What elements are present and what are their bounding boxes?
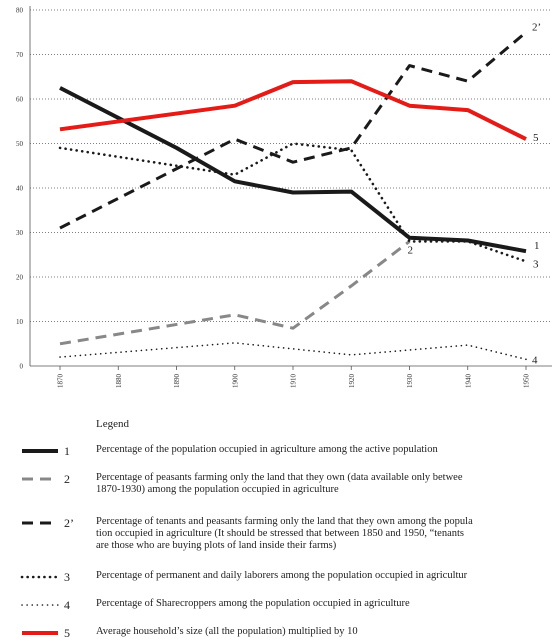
legend-text: Percentage of tenants and peasants farmi… — [96, 516, 473, 551]
legend-number: 2’ — [64, 516, 74, 530]
y-tick-label: 30 — [16, 229, 24, 237]
x-tick-label: 1900 — [231, 374, 239, 389]
series-line-2 — [59, 240, 411, 346]
legend-number: 1 — [64, 444, 70, 458]
line-chart: 0 10 20 30 40 50 60 70 80 1870 1880 1890 1900 1910 192… — [16, 6, 552, 388]
legend-number: 3 — [64, 570, 70, 584]
y-tick-label: 20 — [16, 274, 24, 282]
legend-symbol — [22, 449, 58, 453]
y-tick-label: 70 — [16, 51, 24, 59]
y-tick-label: 60 — [16, 96, 24, 104]
x-tick-label: 1890 — [173, 374, 181, 389]
series-end-label: 4 — [532, 354, 538, 366]
series-end-label: 3 — [533, 258, 539, 270]
series-end-label: 2’ — [532, 21, 541, 33]
legend-text: Percentage of Sharecroppers among the po… — [96, 598, 410, 609]
series-line-1 — [59, 86, 527, 254]
series-line-4 — [59, 342, 527, 361]
x-tick-label: 1880 — [115, 374, 123, 389]
x-tick-label: 1870 — [57, 374, 65, 389]
series-line-2p — [59, 31, 527, 230]
y-tick-label: 10 — [16, 318, 24, 326]
x-tick-label: 1930 — [406, 374, 414, 389]
legend-symbol — [22, 521, 58, 525]
legend-symbol — [22, 477, 58, 481]
series-end-label: 1 — [534, 240, 540, 252]
y-tick-label: 40 — [16, 185, 24, 193]
series-end-label: 2 — [408, 244, 414, 256]
legend-title: Legend — [96, 418, 129, 430]
axes: 0 10 20 30 40 50 60 70 80 1870 1880 1890 1900 1910 192… — [16, 6, 531, 388]
legend-symbol — [21, 604, 59, 606]
x-tick-label: 1940 — [464, 374, 472, 389]
legend-symbol — [20, 575, 60, 579]
series-end-label: 5 — [533, 132, 539, 144]
series-line-5 — [59, 79, 527, 141]
legend-number: 2 — [64, 472, 70, 486]
legend-text: Percentage of peasants farming only the … — [96, 472, 463, 495]
legend-number: 4 — [64, 598, 70, 612]
legend-symbol — [22, 631, 58, 635]
y-tick-label: 80 — [16, 7, 24, 15]
series-end-labels: 1 2 2’ 3 4 5 — [408, 21, 542, 366]
y-tick-label: 0 — [20, 363, 24, 371]
gridlines — [30, 9, 552, 367]
y-tick-label: 50 — [16, 140, 24, 148]
legend-text: Percentage of the population occupied in… — [96, 444, 438, 455]
legend-text: Percentage of permanent and daily labore… — [96, 570, 468, 581]
x-tick-label: 1950 — [523, 374, 531, 389]
x-tick-label: 1910 — [290, 374, 298, 389]
series-lines — [58, 31, 528, 361]
series-line-3 — [58, 142, 528, 263]
legend-text: Average household’s size (all the popula… — [96, 626, 358, 637]
x-tick-label: 1920 — [348, 374, 356, 389]
legend-number: 5 — [64, 626, 70, 640]
